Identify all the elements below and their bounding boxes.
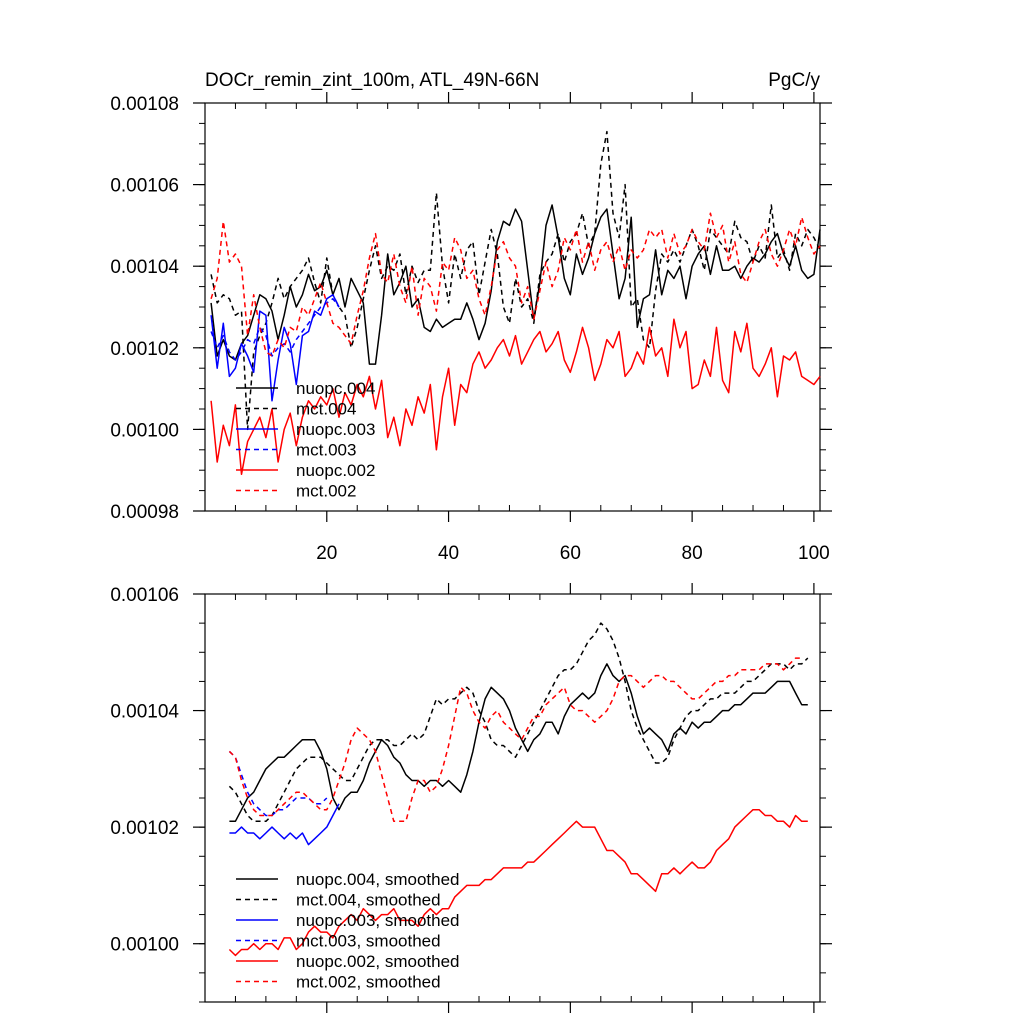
- y-tick-label: 0.00106: [110, 176, 179, 197]
- series-line-mct-002-smoothed: [228, 657, 802, 823]
- top-panel-axes: 20 40 60 80 100 0.00098 0.00100 0.00102 0.00104 0…: [110, 92, 832, 564]
- x-tick-label: 20: [316, 543, 337, 564]
- y-tick-label: 0.00104: [110, 702, 179, 723]
- bottom-panel-series: [228, 622, 809, 957]
- series-line-nuopc-002-smoothed: [228, 808, 808, 957]
- top-panel-series: [210, 130, 821, 476]
- x-tick-label: 40: [438, 543, 459, 564]
- y-tick-label: 0.00106: [110, 585, 179, 606]
- x-tick-label: 80: [682, 543, 703, 564]
- x-tick-label: 100: [798, 543, 830, 564]
- top-panel: DOCr_remin_zint_100m, ATL_49N-66N PgC/y …: [110, 70, 832, 564]
- series-line-nuopc-003-smoothed: [229, 803, 340, 846]
- series-line-nuopc-003: [210, 294, 340, 402]
- legend-label: nuopc.003, smoothed: [296, 911, 460, 930]
- series-line-nuopc-004: [210, 204, 821, 365]
- legend-label: nuopc.004: [296, 379, 375, 398]
- y-tick-label: 0.00104: [110, 257, 179, 278]
- y-tick-label: 0.00108: [110, 94, 179, 115]
- y-tick-label: 0.00100: [110, 935, 179, 956]
- legend-label: nuopc.002, smoothed: [296, 952, 460, 971]
- top-panel-units: PgC/y: [768, 70, 820, 91]
- legend-label: nuopc.004, smoothed: [296, 870, 460, 889]
- bottom-panel: 0.00100 0.00102 0.00104 0.00106 nuopc.004, …: [110, 583, 832, 1013]
- bottom-panel-axes: 0.00100 0.00102 0.00104 0.00106: [110, 583, 832, 1013]
- legend-label: mct.002: [296, 482, 356, 501]
- top-panel-title: DOCr_remin_zint_100m, ATL_49N-66N: [205, 70, 539, 91]
- legend-label: mct.003, smoothed: [296, 932, 441, 951]
- y-tick-label: 0.00100: [110, 420, 179, 441]
- legend-label: mct.002, smoothed: [296, 973, 441, 992]
- series-line-nuopc-002: [210, 318, 821, 476]
- series-line-mct-003: [210, 298, 340, 361]
- series-line-nuopc-004-smoothed: [229, 663, 808, 823]
- series-line-mct-004-smoothed: [228, 622, 809, 823]
- legend-label: mct.003: [296, 441, 356, 460]
- legend-label: nuopc.003: [296, 420, 375, 439]
- legend-label: mct.004, smoothed: [296, 891, 441, 910]
- x-tick-label: 60: [560, 543, 581, 564]
- series-line-mct-002: [210, 212, 821, 357]
- y-tick-label: 0.00102: [110, 339, 179, 360]
- y-tick-label: 0.00102: [110, 818, 179, 839]
- y-tick-label: 0.00098: [110, 502, 179, 523]
- legend-label: mct.004: [296, 400, 356, 419]
- legend-label: nuopc.002: [296, 461, 375, 480]
